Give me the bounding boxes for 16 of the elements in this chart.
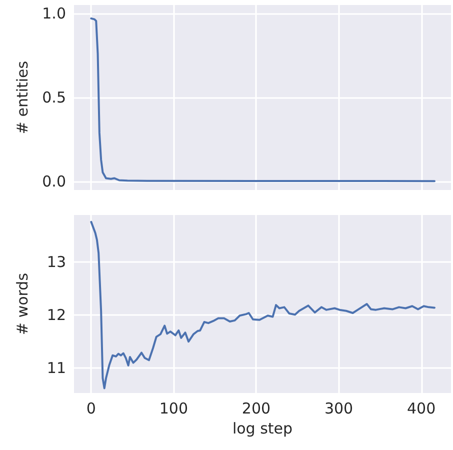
line-series xyxy=(90,17,436,182)
y-tick-label: 1.0 xyxy=(42,4,66,22)
line-series xyxy=(90,220,436,390)
y-axis-title: # words xyxy=(14,272,32,336)
y-tick-label: 13 xyxy=(46,253,66,272)
y-tick-label: 11 xyxy=(46,359,66,378)
x-tick-label: 100 xyxy=(159,400,188,418)
x-tick-label: 400 xyxy=(406,400,436,418)
x-tick-label: 0 xyxy=(86,400,96,418)
y-tick-label: 0.5 xyxy=(42,88,66,106)
y-tick-label: 0.0 xyxy=(42,172,66,191)
x-axis-title: log step xyxy=(232,420,293,438)
x-tick-label: 300 xyxy=(324,400,354,418)
y-axis-title: # entities xyxy=(14,60,32,134)
y-tick-label: 12 xyxy=(46,306,66,324)
x-tick-label: 200 xyxy=(242,400,271,418)
